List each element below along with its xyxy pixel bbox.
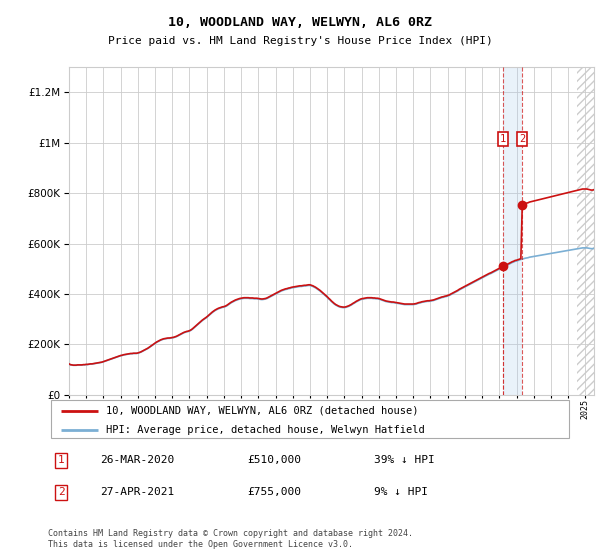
Text: 10, WOODLAND WAY, WELWYN, AL6 0RZ: 10, WOODLAND WAY, WELWYN, AL6 0RZ [168,16,432,29]
Text: 39% ↓ HPI: 39% ↓ HPI [373,455,434,465]
Text: £755,000: £755,000 [248,487,302,497]
Text: Price paid vs. HM Land Registry's House Price Index (HPI): Price paid vs. HM Land Registry's House … [107,36,493,46]
Text: Contains HM Land Registry data © Crown copyright and database right 2024.
This d: Contains HM Land Registry data © Crown c… [48,529,413,549]
Text: £510,000: £510,000 [248,455,302,465]
Bar [577,67,600,395]
Text: 2: 2 [519,134,525,144]
Text: 1: 1 [58,455,65,465]
Text: 2: 2 [58,487,65,497]
Bar [503,67,522,395]
Text: 10, WOODLAND WAY, WELWYN, AL6 0RZ (detached house): 10, WOODLAND WAY, WELWYN, AL6 0RZ (detac… [106,405,418,416]
Text: 27-APR-2021: 27-APR-2021 [101,487,175,497]
Text: HPI: Average price, detached house, Welwyn Hatfield: HPI: Average price, detached house, Welw… [106,424,425,435]
Text: 1: 1 [500,134,506,144]
FancyBboxPatch shape [50,400,569,438]
Text: 26-MAR-2020: 26-MAR-2020 [101,455,175,465]
Text: 9% ↓ HPI: 9% ↓ HPI [373,487,427,497]
